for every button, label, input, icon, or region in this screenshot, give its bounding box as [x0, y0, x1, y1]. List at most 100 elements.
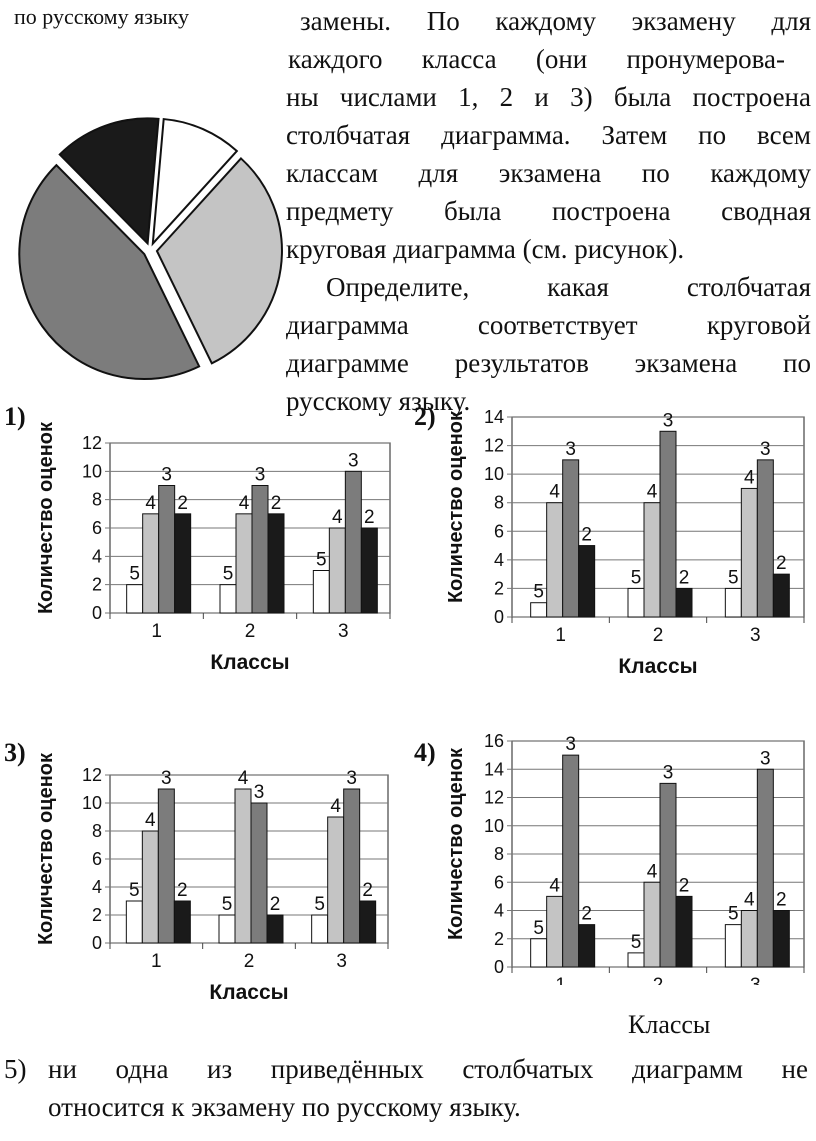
answer-5-line-1: ни одна из приведённых столбчатых диагра… — [48, 1054, 808, 1084]
bar-3-class-2 — [659, 430, 677, 618]
bar-5-class-2 — [218, 914, 236, 944]
y-tick-label: 4 — [494, 550, 504, 570]
bar-data-label: 4 — [332, 507, 343, 528]
bar-data-label: 2 — [177, 493, 188, 514]
x-tick-label: 1 — [151, 621, 162, 642]
y-tick-label: 10 — [484, 816, 504, 836]
bar-data-label: 3 — [760, 748, 771, 769]
bar-4-class-1 — [142, 513, 160, 614]
bar-data-label: 2 — [362, 880, 373, 901]
text-line: Определите, какая столбчатая — [326, 272, 811, 302]
text-line: классам для экзамена по каждому — [286, 158, 811, 188]
bar-2-class-1 — [173, 900, 191, 944]
bar-2-class-2 — [267, 513, 285, 614]
bar-3-class-1 — [157, 788, 175, 944]
x-tick-label: 2 — [653, 625, 664, 646]
bar-data-label: 3 — [663, 410, 674, 431]
y-axis-label: Количество оценок — [445, 747, 467, 940]
bar-data-label: 2 — [177, 880, 188, 901]
y-tick-label: 10 — [82, 461, 102, 481]
x-tick-label: 3 — [336, 951, 347, 972]
bar-data-label: 5 — [129, 564, 140, 585]
bar-3-class-1 — [562, 754, 580, 968]
y-tick-label: 4 — [92, 877, 102, 897]
text-line: ны числами 1, 2 и 3) была построена — [286, 82, 811, 112]
bar-data-label: 2 — [776, 890, 787, 911]
bar-data-label: 5 — [222, 894, 233, 915]
bar-data-label: 2 — [679, 875, 690, 896]
bar-data-label: 3 — [254, 782, 265, 803]
bar-3-class-3 — [343, 788, 361, 944]
x-tick-label: 2 — [653, 975, 664, 985]
y-tick-label: 6 — [494, 521, 504, 541]
bar-4-class-3 — [327, 816, 345, 944]
bar-5-class-1 — [125, 900, 143, 944]
bar-data-label: 4 — [330, 796, 341, 817]
bar-5-class-1 — [530, 938, 548, 968]
y-tick-label: 8 — [494, 844, 504, 864]
y-axis-label: Количество оценок — [35, 752, 57, 945]
bar-5-class-3 — [312, 570, 330, 614]
bar-2-class-1 — [578, 924, 596, 968]
bar-data-label: 5 — [129, 880, 140, 901]
y-tick-label: 4 — [92, 546, 102, 566]
bar-data-label: 5 — [728, 567, 739, 588]
y-tick-label: 12 — [82, 433, 102, 453]
y-tick-label: 4 — [494, 901, 504, 921]
y-tick-label: 12 — [484, 436, 504, 456]
bar-5-class-2 — [627, 952, 645, 968]
bar-3-class-2 — [250, 802, 268, 944]
bar-data-label: 2 — [776, 553, 787, 574]
y-tick-label: 10 — [484, 464, 504, 484]
y-tick-label: 0 — [494, 607, 504, 627]
y-tick-label: 2 — [92, 575, 102, 595]
bar-2-class-3 — [772, 573, 790, 618]
y-tick-label: 2 — [494, 578, 504, 598]
y-tick-label: 2 — [92, 905, 102, 925]
bar-data-label: 4 — [239, 493, 250, 514]
bar-data-label: 3 — [348, 450, 359, 471]
bar-2-class-1 — [578, 545, 596, 618]
answer-5-number: 5) — [4, 1054, 27, 1084]
y-tick-label: 6 — [92, 849, 102, 869]
x-tick-label: 3 — [750, 975, 761, 985]
bar-3-class-1 — [158, 485, 176, 614]
bar-2-class-3 — [360, 527, 378, 614]
bar-data-label: 4 — [549, 482, 560, 503]
x-tick-label: 3 — [750, 625, 761, 646]
problem-text: замены. По каждому экзамену для каждого … — [286, 0, 811, 420]
bar-data-label: 3 — [663, 762, 674, 783]
pie-slice-4 — [155, 157, 283, 365]
x-tick-label: 2 — [245, 621, 256, 642]
bar-data-label: 3 — [161, 768, 172, 789]
bar-data-label: 3 — [565, 734, 576, 755]
bar-data-label: 4 — [744, 467, 755, 488]
bar-2-class-2 — [675, 895, 693, 968]
bar-data-label: 5 — [316, 550, 327, 571]
y-tick-label: 2 — [494, 929, 504, 949]
bar-5-class-1 — [126, 584, 144, 614]
x-tick-label: 1 — [151, 951, 162, 972]
pie-caption: по русскому языку — [14, 4, 190, 29]
text-line: предмету была построена сводная — [286, 196, 811, 226]
y-tick-label: 0 — [92, 603, 102, 623]
x-tick-label: 1 — [555, 975, 566, 985]
text-line: замены. По каждому экзамену для — [300, 6, 811, 36]
pie-slice-2 — [58, 117, 160, 246]
y-tick-label: 16 — [484, 731, 504, 751]
bar-4-class-3 — [328, 527, 346, 614]
bar-data-label: 5 — [631, 567, 642, 588]
bar-data-label: 4 — [145, 810, 156, 831]
bar-3-class-1 — [562, 459, 580, 618]
chart-number-1: 1) — [4, 402, 26, 431]
y-tick-label: 8 — [92, 490, 102, 510]
y-tick-label: 8 — [494, 493, 504, 513]
y-tick-label: 10 — [82, 793, 102, 813]
y-tick-label: 0 — [92, 933, 102, 953]
bar-4-class-2 — [643, 881, 661, 968]
text-line: столбчатая диаграмма. Затем по всем — [286, 120, 811, 150]
bar-chart-4: 0246810121416543215432254323Количество о… — [445, 731, 805, 985]
y-tick-label: 12 — [484, 788, 504, 808]
y-axis-label: Количество оценок — [445, 410, 467, 603]
